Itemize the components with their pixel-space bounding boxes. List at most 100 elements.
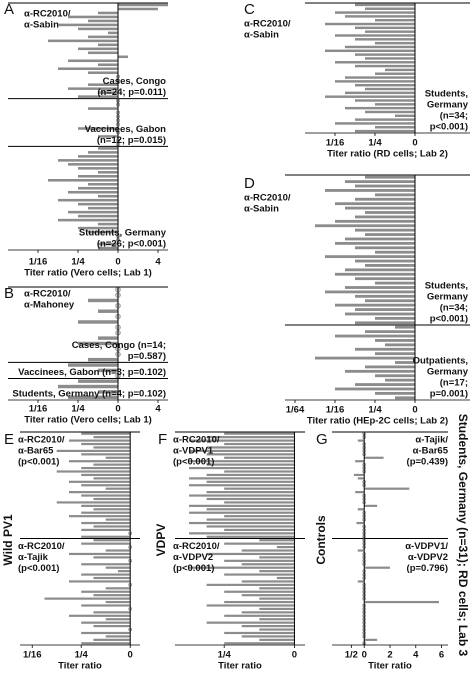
group-label: Germany [427,367,469,378]
group-label: (n=34; [440,111,468,122]
bar [276,576,295,580]
group-label: α-VDPV1/ [405,541,448,552]
bar [325,255,415,259]
bar [189,532,295,535]
bar [365,7,415,10]
bar [365,211,415,214]
x-tick-label: 1/4 [218,650,232,661]
bar [93,497,131,501]
bar [93,556,131,559]
bar [206,480,295,483]
bar [355,64,415,68]
bar [365,330,415,334]
group-label: α-Bar65 [413,446,449,457]
bar [206,583,295,586]
bar [88,107,118,110]
bar [58,218,118,222]
x-tick-label: 0 [115,404,120,415]
panel-label: α-RC2010/ [24,9,71,20]
bar [355,321,415,325]
bar [206,621,295,624]
bar [78,226,118,230]
bar [68,59,118,63]
bar [78,379,118,383]
bar [98,309,118,313]
x-tick-label: 1/64 [286,405,305,416]
bar [88,298,118,303]
bar [395,396,415,400]
bar [241,594,295,597]
bar [364,504,378,507]
group-label: p=0.001) [430,389,468,400]
bar [93,594,131,597]
bar [395,361,415,364]
bar [93,446,131,449]
bar [93,436,131,439]
bar [385,343,415,347]
bar [98,135,118,138]
bar [93,611,131,614]
x-tick-label: 1/4 [75,650,89,661]
bar [365,264,415,267]
bar [58,159,118,162]
bar [224,432,295,435]
x-tick-label: 1/2 [345,650,358,661]
bar [48,39,118,43]
bar [81,621,131,624]
bar [88,206,118,210]
x-tick-label: 0 [362,650,367,661]
bar [335,61,415,64]
bar [345,369,415,373]
bar [224,487,295,490]
bar [78,202,118,206]
bar [81,631,131,635]
bar [81,453,131,456]
group-label: Cases, Congo [103,76,167,87]
panel-letter: F [158,431,167,448]
bar [345,91,415,95]
bar [189,494,295,497]
bar [355,491,365,494]
bar [88,230,118,234]
group-label: Cases, Congo (n=14; [72,340,166,351]
bar [355,184,415,188]
bar [224,642,295,645]
x-tick-label: 1/4 [368,138,382,149]
bar [98,246,118,250]
group-label: α-Tajik [18,552,49,563]
bar [81,484,131,487]
bar [224,442,295,446]
bar [345,206,415,210]
bar [118,3,168,7]
panel-letter: C [244,1,255,18]
x-axis-label: Titer ratio [368,661,412,672]
bar [355,99,415,102]
group-label: Germany [427,100,469,111]
group-label: (p<0.001) [18,457,59,468]
bar [56,449,131,452]
bar [189,477,295,480]
bar [335,334,415,338]
bar [224,590,295,593]
bar [375,193,415,197]
bar [365,365,415,369]
bar [345,268,415,272]
bar [58,23,118,27]
group-label: p<0.001) [430,314,468,325]
group-label: α-Tajik/ [415,435,448,446]
x-tick-label: 0 [128,650,133,661]
x-axis-label: Titer ratio [58,661,102,672]
bar [345,180,415,184]
bar [357,508,365,511]
bar [206,497,295,501]
bar [78,155,118,158]
group-label: (n=26; p<0.001) [97,239,166,250]
bar [355,38,415,41]
bar [335,387,415,391]
bar [355,277,415,281]
group-label: (n=12; p=0.015) [97,135,166,146]
panel-label: α-RC2010/ [244,19,291,30]
bar [357,477,365,480]
group-label: Students, [425,281,468,292]
